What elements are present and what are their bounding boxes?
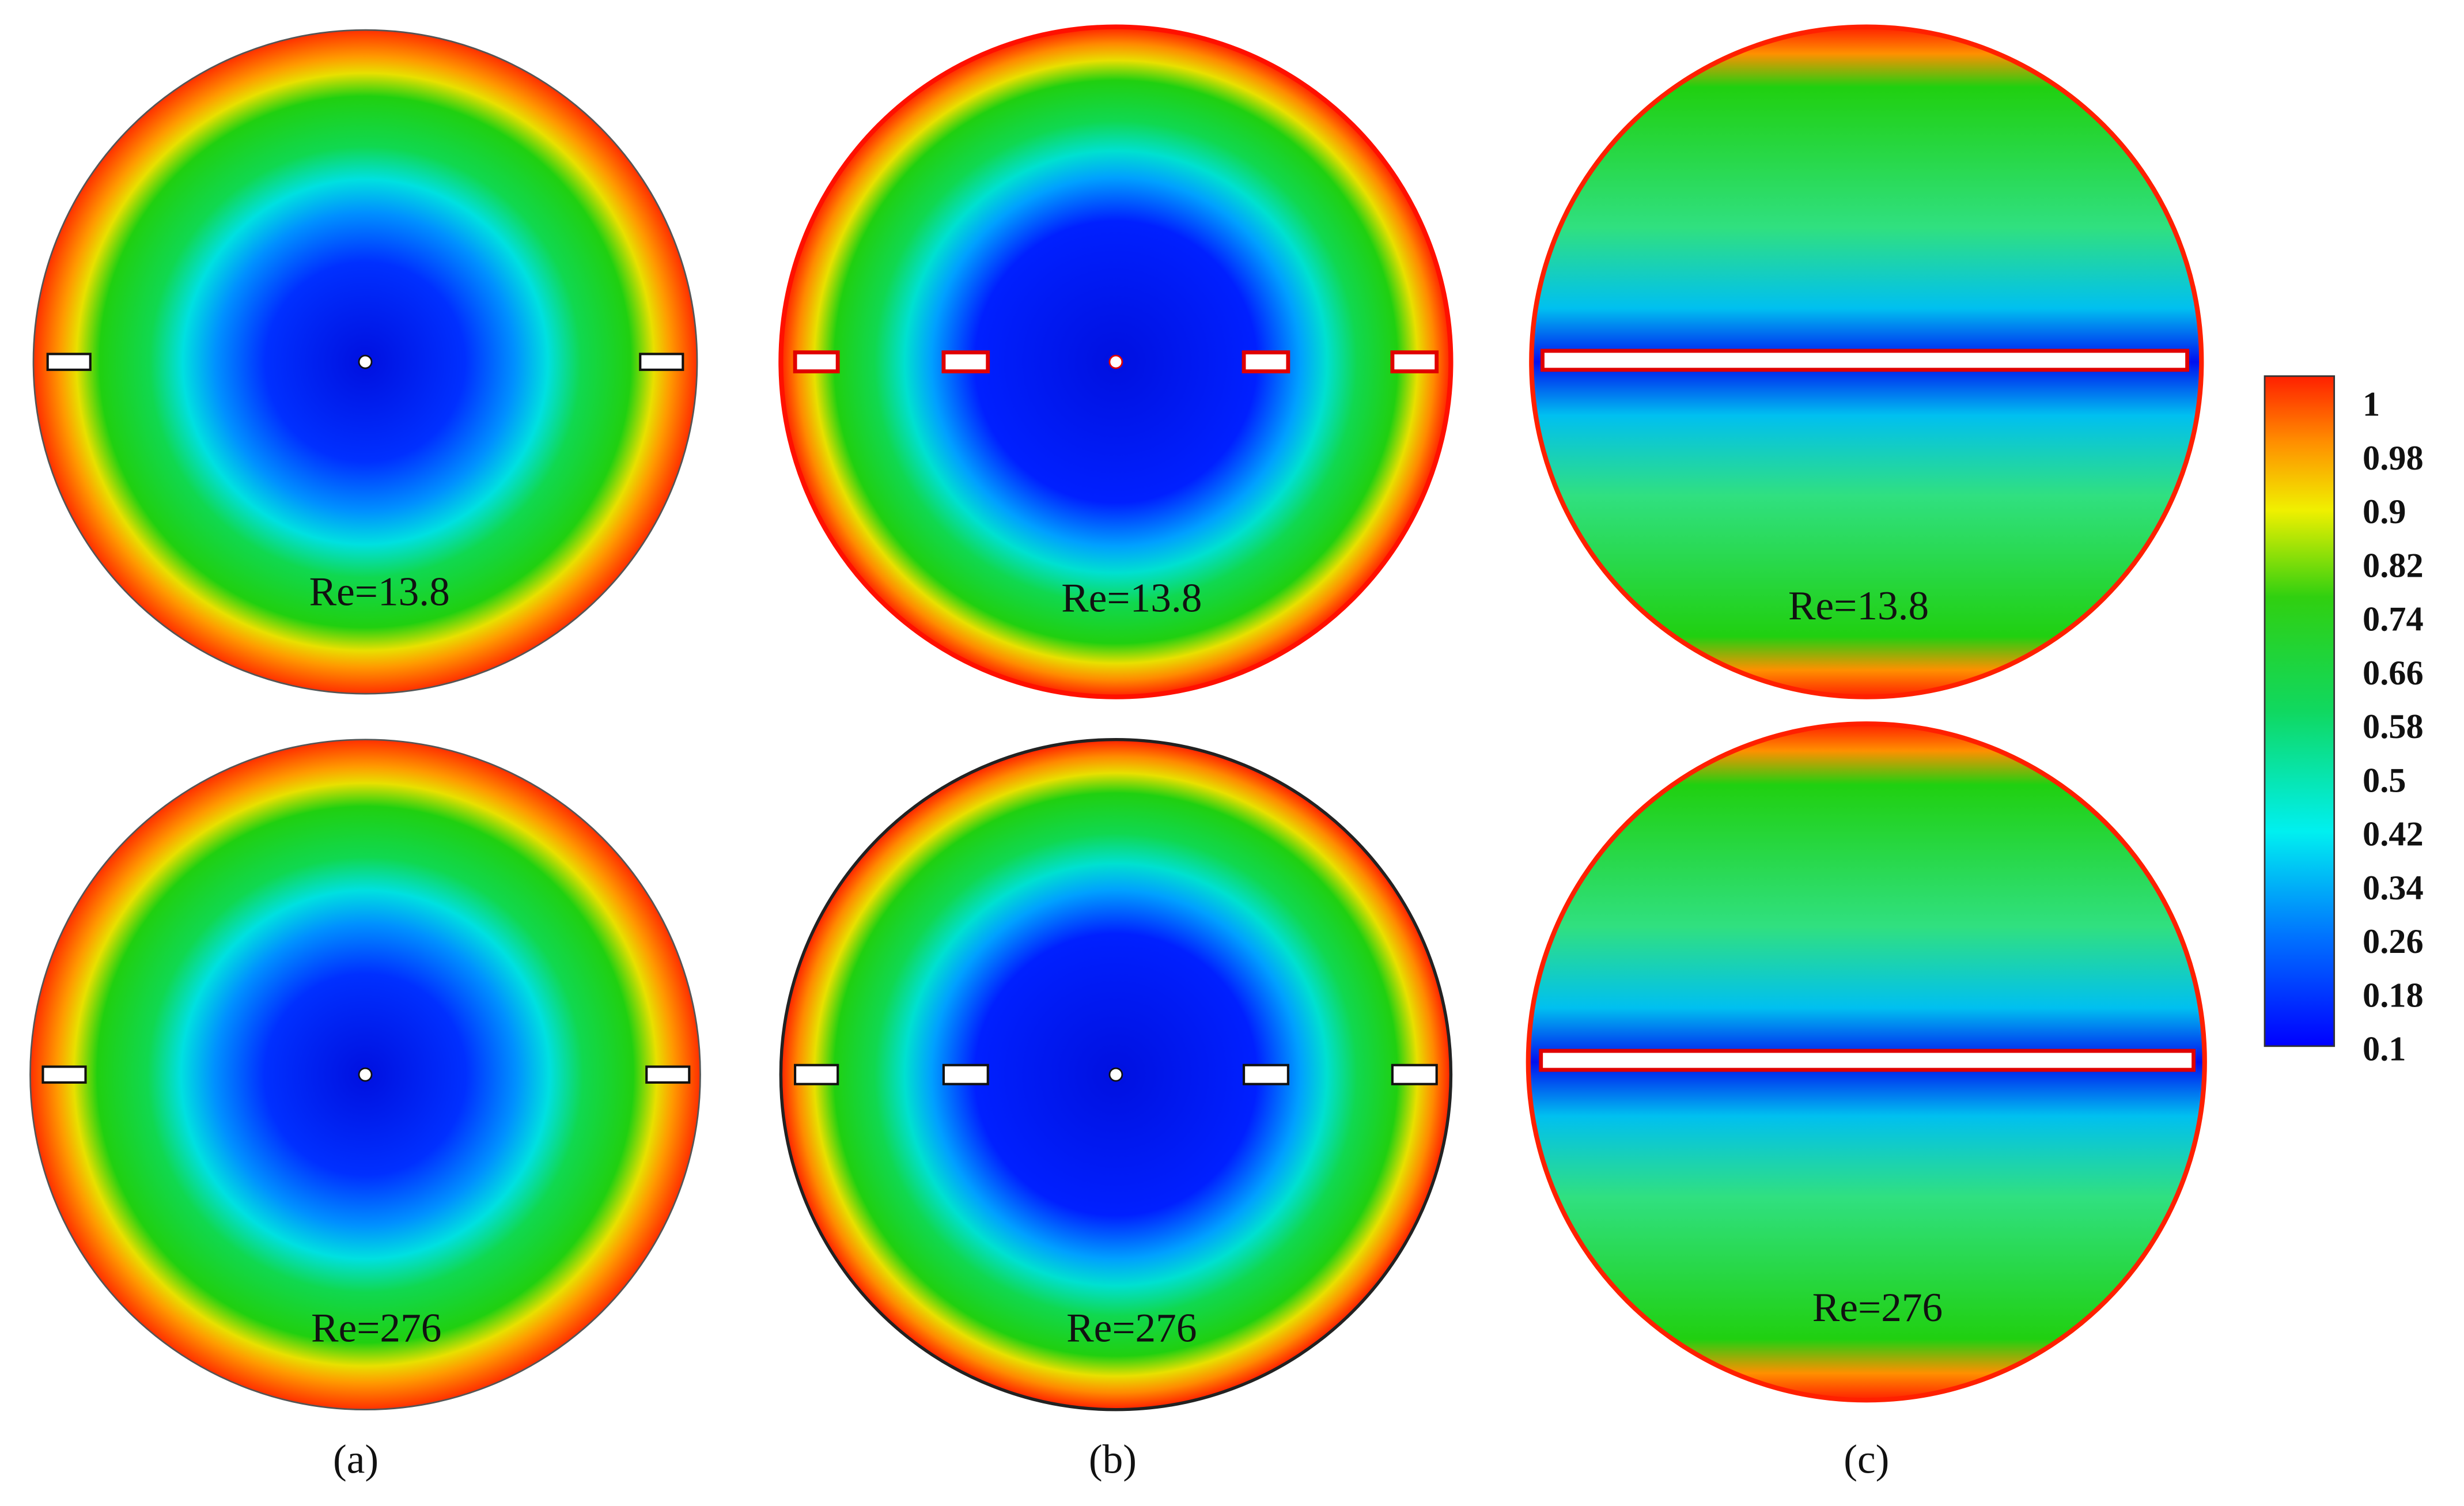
colorbar-label: 0.26 [2363, 922, 2424, 961]
colorbar-label: 1 [2363, 385, 2380, 424]
caption: (c) [1844, 1436, 1889, 1482]
plate [942, 1064, 989, 1085]
colorbar-labels: 1 0.98 0.9 0.82 0.74 0.66 0.58 0.5 0.42 0.34 0.26 0… [2363, 385, 2424, 1069]
colorbar-label: 0.42 [2363, 815, 2424, 854]
plate [645, 1065, 691, 1084]
plate [639, 353, 684, 371]
plate [41, 1065, 87, 1084]
colorbar-label: 0.82 [2363, 546, 2424, 585]
colorbar-label: 0.58 [2363, 707, 2424, 746]
plate [794, 1064, 839, 1085]
colorbar-label: 0.18 [2363, 976, 2424, 1015]
center-rod [1108, 354, 1123, 369]
plate [1391, 1064, 1438, 1085]
re-label: Re=13.8 [1061, 575, 1202, 620]
caption: (a) [333, 1436, 379, 1482]
colorbar-label: 0.66 [2363, 654, 2424, 693]
re-label: Re=13.8 [309, 569, 450, 614]
colorbar-label: 0.34 [2363, 869, 2424, 907]
center-rod [358, 354, 373, 369]
colorbar-label: 0.98 [2363, 439, 2424, 478]
caption: (b) [1089, 1436, 1137, 1482]
plate [1243, 1064, 1289, 1085]
plate [941, 350, 990, 374]
colorbar-label: 0.9 [2363, 493, 2406, 531]
re-label: Re=276 [1812, 1285, 1943, 1330]
plate [46, 353, 92, 371]
colorbar-label: 0.1 [2363, 1030, 2406, 1069]
re-label: Re=276 [311, 1306, 441, 1351]
colorbar [2264, 375, 2336, 1047]
colorbar-label: 0.74 [2363, 600, 2424, 639]
re-label: Re=13.8 [1788, 583, 1929, 629]
center-rod [358, 1067, 373, 1082]
plate [1539, 1049, 2196, 1072]
plate [1541, 349, 2190, 372]
plate [1242, 350, 1290, 374]
colorbar-label: 0.5 [2363, 761, 2406, 800]
plate [1390, 350, 1439, 374]
re-label: Re=276 [1066, 1306, 1197, 1351]
center-rod [1108, 1067, 1123, 1082]
plate [793, 350, 840, 374]
